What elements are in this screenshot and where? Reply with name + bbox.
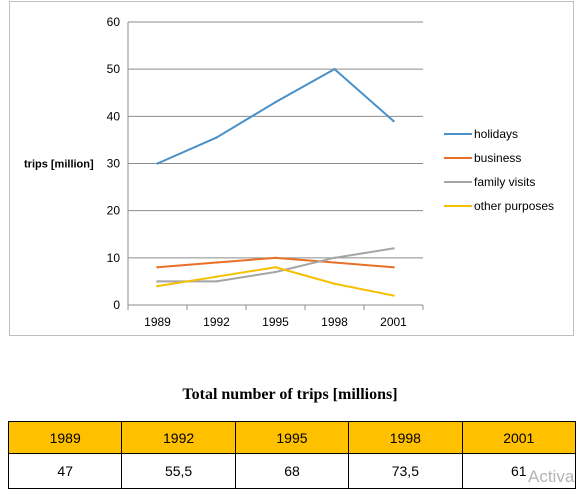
data-point [392, 294, 395, 297]
data-point [156, 162, 159, 165]
table-header-row: 1989 1992 1995 1998 2001 [7, 421, 577, 454]
table-row: 47 55,5 68 73,5 61 [7, 453, 577, 489]
table-header-cell: 1992 [121, 421, 236, 454]
data-point [333, 256, 336, 260]
legend-label: other purposes [474, 199, 554, 213]
y-tick-label: 10 [107, 251, 121, 265]
data-point [274, 100, 277, 104]
table-cell: 68 [234, 453, 350, 489]
table-header-cell: 1995 [234, 421, 350, 454]
data-point [333, 261, 336, 264]
x-tick-label: 1995 [262, 315, 289, 329]
data-point [215, 261, 218, 264]
legend-label: holidays [474, 127, 518, 141]
data-point [215, 280, 218, 283]
table-header-cell: 1998 [348, 421, 463, 454]
data-point [333, 67, 336, 71]
data-point [215, 136, 218, 139]
x-tick-label: 1992 [203, 315, 230, 329]
data-point [156, 266, 159, 269]
legend-label: family visits [474, 175, 535, 189]
table-cell: 73,5 [348, 453, 463, 489]
table-header-cell: 2001 [461, 421, 577, 454]
x-tick-label: 1989 [144, 315, 171, 329]
table-cell: 55,5 [121, 453, 236, 489]
data-point [392, 247, 395, 250]
table-cell: 47 [7, 453, 123, 489]
totals-table: 1989 1992 1995 1998 2001 47 55,5 68 73,5… [7, 421, 577, 489]
y-tick-label: 60 [107, 15, 121, 29]
data-point [392, 119, 395, 123]
y-tick-label: 20 [107, 204, 121, 218]
data-point [156, 284, 159, 288]
table-cell: 61 [461, 453, 577, 489]
y-tick-label: 30 [107, 157, 121, 171]
y-tick-label: 0 [113, 298, 120, 312]
table-title: Total number of trips [millions] [182, 386, 398, 403]
data-point [215, 275, 218, 278]
legend-label: business [474, 151, 521, 165]
data-point [274, 270, 277, 274]
chart-frame: 0 10 20 30 40 50 60 1989 1992 1995 1998 2001 trips [… [9, 1, 574, 336]
y-axis-title: trips [million] [24, 159, 94, 171]
x-tick-label: 1998 [321, 315, 348, 329]
data-point [392, 266, 395, 269]
data-point [274, 256, 277, 260]
data-point [333, 282, 336, 285]
series-line [157, 256, 394, 269]
data-point [156, 280, 159, 283]
y-tick-label: 40 [107, 109, 121, 123]
line-chart: 0 10 20 30 40 50 60 1989 1992 1995 1998 2001 trips [… [24, 15, 554, 329]
y-tick-label: 50 [107, 62, 121, 76]
table-header-cell: 1989 [7, 421, 123, 454]
x-tick-label: 2001 [380, 315, 407, 329]
data-point [274, 266, 277, 269]
activation-watermark: Activa [528, 467, 575, 486]
